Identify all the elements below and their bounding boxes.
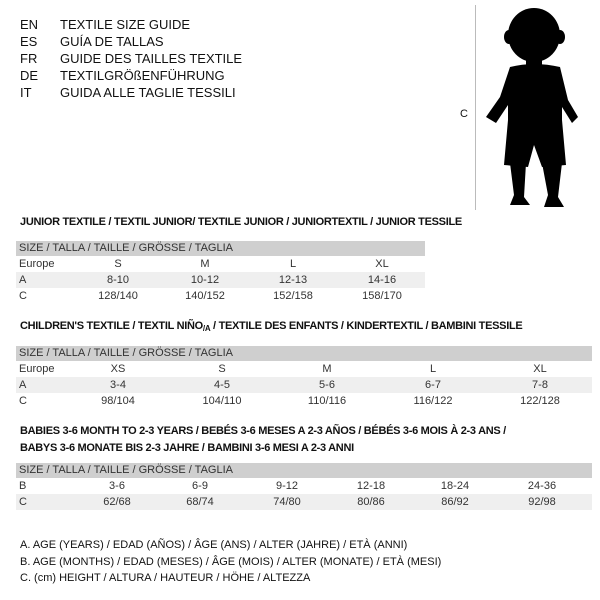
table-cell: 5-6	[319, 379, 335, 391]
row-label: Europe	[19, 258, 55, 270]
table-cell: 152/158	[273, 290, 313, 302]
legend-b: B. AGE (MONTHS) / EDAD (MESES) / ÂGE (MO…	[20, 556, 442, 568]
table-cell: 158/170	[362, 290, 402, 302]
table-cell: 3-6	[109, 480, 125, 492]
table-row: Europe XS S M L XL	[16, 361, 592, 377]
language-code: EN	[20, 17, 39, 32]
language-code: ES	[20, 34, 38, 49]
language-code: DE	[20, 68, 39, 83]
row-label: C	[19, 496, 27, 508]
table-cell: 116/122	[413, 395, 453, 407]
children-size-table: SIZE / TALLA / TAILLE / GRÖSSE / TAGLIA E…	[16, 346, 592, 409]
table-cell: 140/152	[185, 290, 225, 302]
table-cell: 98/104	[101, 395, 135, 407]
table-cell: 12-18	[356, 480, 386, 492]
table-row: Europe S M L XL	[16, 256, 425, 272]
table-cell: 110/116	[307, 395, 347, 407]
language-code: FR	[20, 51, 38, 66]
junior-size-table: SIZE / TALLA / TAILLE / GRÖSSE / TAGLIA E…	[16, 241, 425, 304]
table-cell: XL	[375, 258, 389, 270]
babies-title-line1: BABIES 3-6 MONTH TO 2-3 YEARS / BEBÉS 3-…	[20, 425, 506, 437]
table-cell: 8-10	[106, 274, 130, 286]
table-cell: 6-7	[425, 379, 441, 391]
language-code: IT	[20, 85, 32, 100]
table-cell: 74/80	[273, 496, 301, 508]
table-cell: 10-12	[190, 274, 220, 286]
table-row: C 62/68 68/74 74/80 80/86 86/92 92/98	[16, 494, 592, 510]
table-cell: 3-4	[110, 379, 126, 391]
table-cell: M	[200, 258, 210, 270]
legend-c: C. (cm) HEIGHT / ALTURA / HAUTEUR / HÖHE…	[20, 572, 311, 584]
table-cell: 9-12	[275, 480, 299, 492]
table-row: C 98/104 104/110 110/116 116/122 122/128	[16, 393, 592, 409]
babies-title-line2: BABYS 3-6 MONATE BIS 2-3 JAHRE / BAMBINI…	[20, 442, 354, 454]
table-cell: S	[218, 363, 226, 375]
row-label: A	[19, 274, 27, 286]
measure-line	[475, 5, 476, 210]
size-header: SIZE / TALLA / TAILLE / GRÖSSE / TAGLIA	[16, 463, 592, 478]
measure-label: C	[460, 108, 468, 120]
child-silhouette-icon	[486, 8, 578, 207]
row-label: B	[19, 480, 27, 492]
table-cell: XL	[533, 363, 547, 375]
language-title: TEXTILGRÖßENFÜHRUNG	[60, 68, 225, 83]
language-title: TEXTILE SIZE GUIDE	[60, 17, 191, 32]
language-title: GUIDE DES TAILLES TEXTILE	[60, 51, 243, 66]
size-header: SIZE / TALLA / TAILLE / GRÖSSE / TAGLIA	[16, 241, 425, 256]
row-label: C	[19, 290, 27, 302]
table-cell: 4-5	[214, 379, 230, 391]
table-cell: L	[289, 258, 297, 270]
table-cell: 92/98	[528, 496, 556, 508]
row-label: A	[19, 379, 27, 391]
table-cell: 128/140	[98, 290, 138, 302]
table-cell: 6-9	[192, 480, 208, 492]
table-cell: 122/128	[520, 395, 560, 407]
language-title: GUÍA DE TALLAS	[60, 34, 164, 49]
size-header: SIZE / TALLA / TAILLE / GRÖSSE / TAGLIA	[16, 346, 592, 361]
row-label: C	[19, 395, 27, 407]
table-cell: M	[322, 363, 332, 375]
children-title: CHILDREN'S TEXTILE / TEXTIL NIÑO/A / TEX…	[20, 320, 523, 333]
babies-size-table: SIZE / TALLA / TAILLE / GRÖSSE / TAGLIA B…	[16, 463, 592, 510]
junior-title: JUNIOR TEXTILE / TEXTIL JUNIOR/ TEXTILE …	[20, 216, 462, 228]
table-row: A 8-10 10-12 12-13 14-16	[16, 272, 425, 288]
table-cell: 104/110	[202, 395, 242, 407]
table-cell: S	[114, 258, 122, 270]
table-cell: 24-36	[527, 480, 557, 492]
table-cell: 14-16	[367, 274, 397, 286]
legend-a: A. AGE (YEARS) / EDAD (AÑOS) / ÂGE (ANS)…	[20, 539, 408, 551]
table-cell: 68/74	[186, 496, 214, 508]
table-cell: XS	[110, 363, 126, 375]
table-row: B 3-6 6-9 9-12 12-18 18-24 24-36	[16, 478, 592, 494]
table-cell: 80/86	[357, 496, 385, 508]
language-title: GUIDA ALLE TAGLIE TESSILI	[60, 85, 236, 100]
table-cell: 62/68	[103, 496, 131, 508]
table-cell: 86/92	[441, 496, 469, 508]
table-cell: 18-24	[440, 480, 470, 492]
table-row: C 128/140 140/152 152/158 158/170	[16, 288, 425, 304]
table-cell: L	[429, 363, 437, 375]
table-cell: 7-8	[532, 379, 548, 391]
row-label: Europe	[19, 363, 55, 375]
table-row: A 3-4 4-5 5-6 6-7 7-8	[16, 377, 592, 393]
table-cell: 12-13	[278, 274, 308, 286]
